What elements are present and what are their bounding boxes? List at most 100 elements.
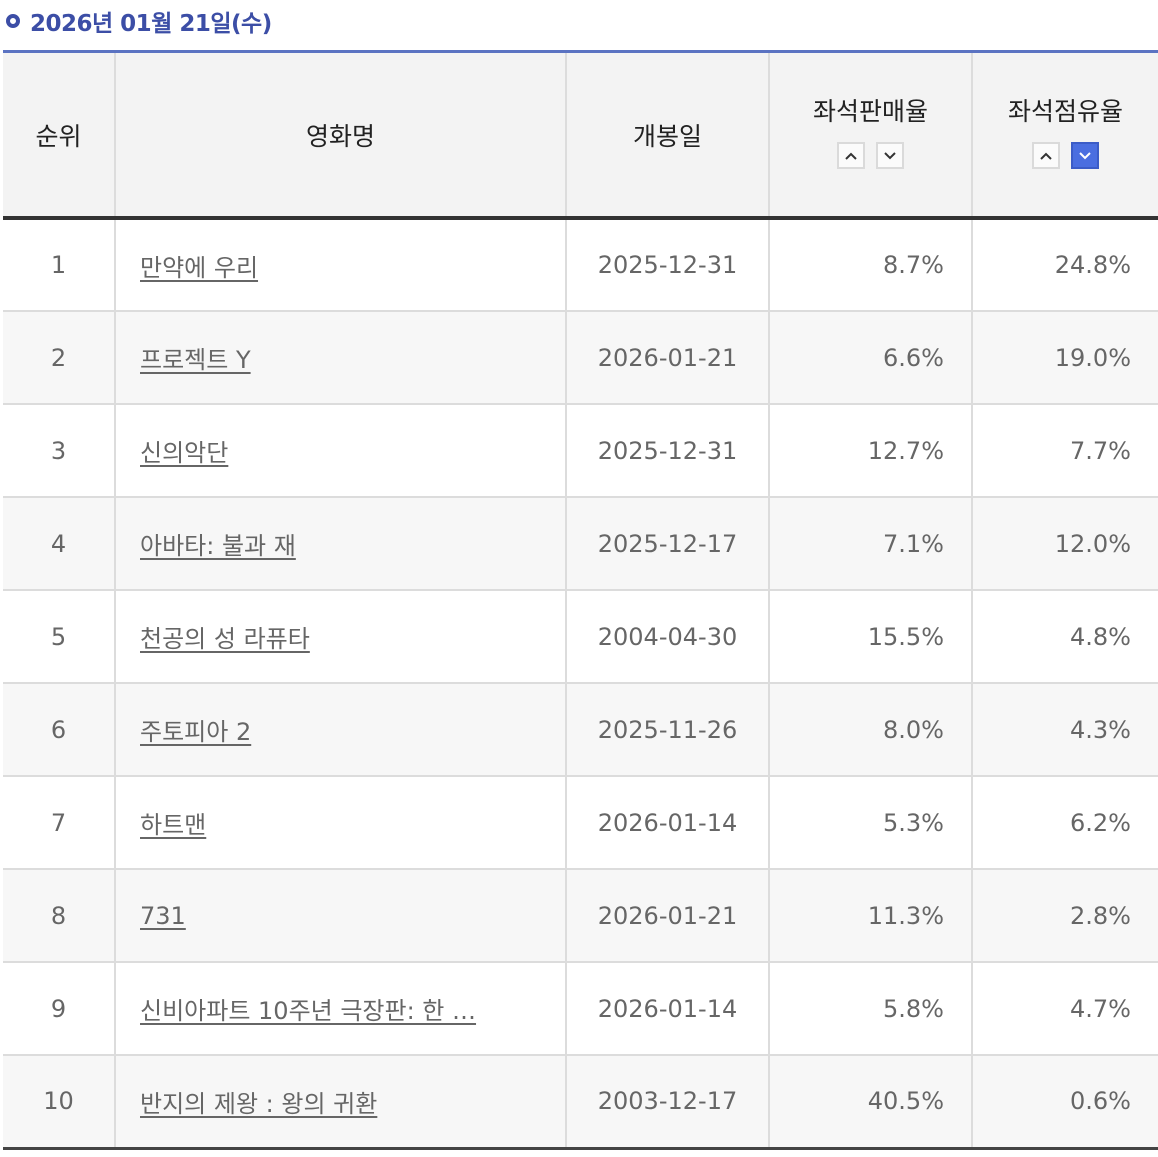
seat-occupancy-rate-cell-value: 4.8% — [1070, 622, 1131, 651]
movie-title-cell-link[interactable]: 만약에 우리 — [140, 253, 259, 282]
seat-occupancy-rate-cell-value: 6.2% — [1070, 808, 1131, 837]
seat-sales-rate-cell-value: 7.1% — [883, 529, 944, 558]
release-date-cell: 2025-11-26 — [565, 683, 770, 777]
seat-sales-rate-cell-value: 8.7% — [883, 251, 944, 279]
seat-sales-rate-cell: 8.0% — [768, 683, 973, 777]
seat-sales-rate-cell-value: 12.7% — [867, 436, 944, 465]
movie-title-cell: 신비아파트 10주년 극장판: 한 … — [114, 962, 567, 1056]
rank-cell: 4 — [3, 497, 116, 591]
release-date-cell-value: 2025-12-31 — [597, 251, 738, 279]
movie-title-cell: 프로젝트 Y — [114, 311, 567, 405]
movie-title-cell: 신의악단 — [114, 404, 567, 498]
column-header-rank: 순위 — [3, 53, 116, 220]
sort-descending-button-active[interactable] — [1071, 142, 1099, 169]
table-row: 5 천공의 성 라퓨타 2004-04-30 15.5% 4.8% — [3, 590, 1158, 684]
movie-title-cell: 아바타: 불과 재 — [114, 497, 567, 591]
rank-cell-value: 8 — [50, 901, 67, 930]
rank-cell: 8 — [3, 869, 116, 963]
seat-occupancy-rate-cell-value: 7.7% — [1070, 436, 1131, 465]
movie-title-cell-link[interactable]: 신의악단 — [140, 439, 229, 467]
table-row: 8 731 2026-01-21 11.3% 2.8% — [3, 869, 1158, 963]
sort-ascending-button[interactable] — [1032, 142, 1060, 169]
movie-title-cell: 만약에 우리 — [114, 218, 567, 312]
seat-sales-rate-cell-value: 15.5% — [867, 622, 944, 651]
rank-cell: 10 — [3, 1055, 116, 1150]
sort-controls — [1032, 142, 1099, 169]
seat-occupancy-rate-cell-value: 4.3% — [1070, 715, 1131, 744]
circle-bullet-icon — [6, 14, 20, 28]
movie-title-cell: 731 — [114, 869, 567, 963]
rank-cell-value: 10 — [43, 1087, 74, 1116]
release-date-cell: 2004-04-30 — [565, 590, 770, 684]
seat-occupancy-rate-cell: 0.6% — [971, 1055, 1158, 1150]
seat-occupancy-rate-cell: 4.3% — [971, 683, 1158, 777]
seat-occupancy-rate-cell: 2.8% — [971, 869, 1158, 963]
release-date-cell-value: 2025-12-31 — [597, 436, 738, 465]
table-row: 7 하트맨 2026-01-14 5.3% 6.2% — [3, 776, 1158, 870]
seat-occupancy-rate-cell: 19.0% — [971, 311, 1158, 405]
seat-occupancy-rate-cell-value: 24.8% — [1054, 251, 1131, 279]
table-row: 1 만약에 우리 2025-12-31 8.7% 24.8% — [3, 218, 1158, 312]
chevron-up-icon — [845, 152, 857, 160]
table-row: 2 프로젝트 Y 2026-01-21 6.6% 19.0% — [3, 311, 1158, 405]
release-date-cell-value: 2004-04-30 — [597, 622, 738, 651]
seat-occupancy-rate-cell: 6.2% — [971, 776, 1158, 870]
seat-sales-rate-cell: 6.6% — [768, 311, 973, 405]
seat-occupancy-rate-cell-value: 12.0% — [1054, 529, 1131, 558]
sort-ascending-button[interactable] — [837, 142, 865, 169]
seat-sales-rate-cell: 5.3% — [768, 776, 973, 870]
seat-occupancy-rate-cell: 4.8% — [971, 590, 1158, 684]
release-date-cell-value: 2025-12-17 — [597, 529, 738, 558]
boxoffice-table: 순위 영화명 개봉일 좌석판매율 — [3, 53, 1158, 1150]
seat-sales-rate-cell: 15.5% — [768, 590, 973, 684]
sort-descending-button[interactable] — [876, 142, 904, 169]
rank-cell: 7 — [3, 776, 116, 870]
seat-sales-rate-cell: 5.8% — [768, 962, 973, 1056]
seat-sales-rate-cell-value: 40.5% — [867, 1087, 944, 1116]
seat-sales-rate-cell-value: 11.3% — [867, 901, 944, 930]
seat-occupancy-rate-cell: 7.7% — [971, 404, 1158, 498]
release-date-cell: 2026-01-21 — [565, 311, 770, 405]
release-date-cell: 2026-01-14 — [565, 776, 770, 870]
table-row: 9 신비아파트 10주년 극장판: 한 … 2026-01-14 5.8% 4.7% — [3, 962, 1158, 1056]
rank-cell-value: 2 — [50, 343, 67, 372]
rank-cell-value: 4 — [50, 529, 67, 558]
movie-title-cell-link[interactable]: 천공의 성 라퓨타 — [140, 625, 310, 653]
movie-title-cell-link[interactable]: 하트맨 — [140, 811, 207, 839]
release-date-cell: 2025-12-31 — [565, 404, 770, 498]
movie-title-cell-link[interactable]: 프로젝트 Y — [140, 346, 251, 374]
rank-cell-value: 3 — [50, 436, 67, 465]
release-date-cell-value: 2025-11-26 — [597, 715, 738, 744]
release-date-cell-value: 2026-01-21 — [597, 343, 738, 372]
movie-title-cell-link[interactable]: 아바타: 불과 재 — [140, 532, 296, 560]
table-row: 4 아바타: 불과 재 2025-12-17 7.1% 12.0% — [3, 497, 1158, 591]
date-label: 2026년 01월 21일(수) — [30, 11, 272, 37]
movie-title-cell-link[interactable]: 731 — [140, 901, 186, 930]
sort-controls — [837, 142, 904, 169]
movie-title-cell-link[interactable]: 신비아파트 10주년 극장판: 한 … — [140, 997, 477, 1025]
release-date-cell-value: 2026-01-21 — [597, 901, 738, 930]
chevron-up-icon — [1040, 152, 1052, 160]
movie-title-cell: 주토피아 2 — [114, 683, 567, 777]
table-row: 10 반지의 제왕 : 왕의 귀환 2003-12-17 40.5% 0.6% — [3, 1055, 1158, 1150]
seat-sales-rate-cell-value: 6.6% — [883, 343, 944, 372]
release-date-cell-value: 2026-01-14 — [597, 808, 738, 837]
column-label: 좌석판매율 — [812, 97, 928, 126]
seat-sales-rate-cell-value: 5.3% — [883, 808, 944, 837]
seat-occupancy-rate-cell-value: 2.8% — [1070, 901, 1131, 930]
movie-title-cell: 하트맨 — [114, 776, 567, 870]
movie-title-cell-link[interactable]: 반지의 제왕 : 왕의 귀환 — [140, 1089, 378, 1118]
movie-title-cell-link[interactable]: 주토피아 2 — [140, 718, 252, 746]
rank-cell-value: 1 — [50, 251, 67, 279]
rank-cell: 1 — [3, 218, 116, 312]
release-date-cell: 2025-12-17 — [565, 497, 770, 591]
rank-cell-value: 9 — [50, 994, 67, 1023]
column-label: 개봉일 — [632, 121, 702, 151]
seat-occupancy-rate-cell: 24.8% — [971, 218, 1158, 312]
column-label: 영화명 — [305, 121, 375, 151]
seat-sales-rate-cell: 7.1% — [768, 497, 973, 591]
top-rule — [3, 50, 1158, 53]
column-header-title: 영화명 — [114, 53, 567, 220]
seat-sales-rate-cell: 8.7% — [768, 218, 973, 312]
table-header: 순위 영화명 개봉일 좌석판매율 — [3, 53, 1158, 220]
